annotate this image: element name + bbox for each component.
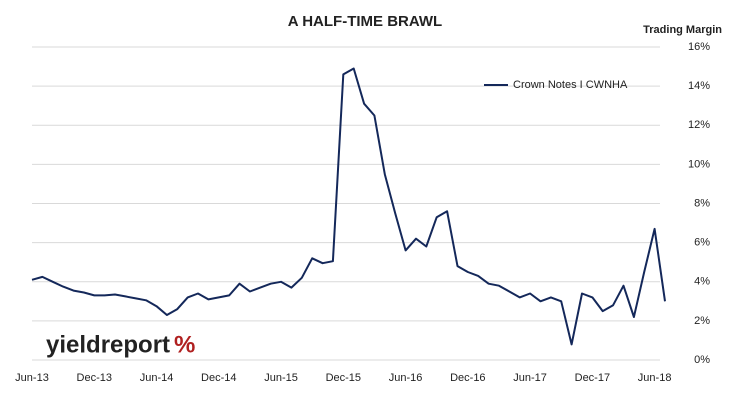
y-tick-label: 16% <box>688 41 710 53</box>
y-tick-label: 6% <box>694 237 710 249</box>
legend-label: Crown Notes I CWNHA <box>513 79 628 91</box>
y-tick-label: 4% <box>694 276 710 288</box>
x-tick-label: Jun-17 <box>513 372 547 384</box>
y-tick-label: 12% <box>688 119 710 131</box>
chart-title: A HALF-TIME BRAWL <box>288 13 442 30</box>
x-tick-label: Jun-13 <box>15 372 49 384</box>
logo-text: yieldreport <box>46 331 170 358</box>
y-tick-label: 10% <box>688 158 710 170</box>
x-tick-label: Dec-16 <box>450 372 485 384</box>
y-tick-label: 2% <box>694 315 710 327</box>
x-tick-label: Dec-15 <box>326 372 361 384</box>
x-tick-label: Jun-15 <box>264 372 298 384</box>
x-tick-label: Jun-16 <box>389 372 423 384</box>
y-tick-label: 8% <box>694 197 710 209</box>
x-tick-label: Dec-13 <box>77 372 112 384</box>
y-tick-label: 14% <box>688 80 710 92</box>
y-axis-label: Trading Margin <box>643 24 722 36</box>
x-tick-label: Dec-14 <box>201 372 236 384</box>
x-tick-label: Jun-14 <box>140 372 174 384</box>
x-tick-label: Dec-17 <box>575 372 610 384</box>
logo-symbol: % <box>174 331 195 358</box>
y-tick-label: 0% <box>694 354 710 366</box>
x-tick-label: Jun-18 <box>638 372 672 384</box>
data-line <box>31 67 666 346</box>
